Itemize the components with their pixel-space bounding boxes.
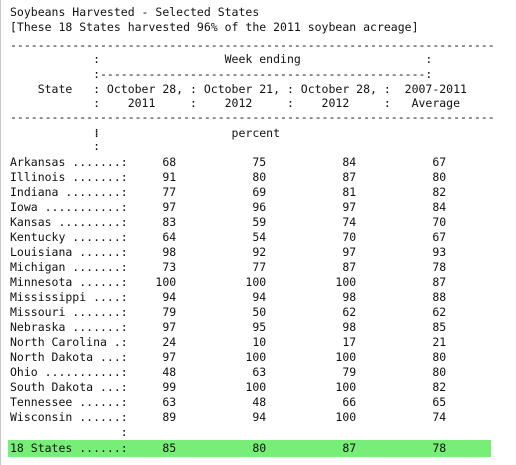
header-divider: :---------------------------------------… (10, 67, 433, 81)
report-subtitle: [These 18 States harvested 96% of the 20… (10, 20, 419, 34)
table-row: Ohio ...........: 48 63 79 80 (10, 365, 447, 379)
table-row: Kansas .........: 83 59 74 70 (10, 215, 447, 229)
table-row: Indiana ........: 77 69 81 82 (10, 185, 447, 199)
units-label: : percent (10, 126, 281, 140)
table-row: Tennessee ......: 63 48 66 65 (10, 395, 447, 409)
table-row: Missouri .......: 79 50 62 62 (10, 305, 447, 319)
table-row: Arkansas .......: 68 75 84 67 (10, 155, 447, 169)
table-row: South Dakota ...: 99 100 100 82 (10, 380, 447, 394)
header-column-names: State : October 28, : October 21, : Octo… (10, 82, 467, 96)
table-row: Louisiana ......: 98 92 97 93 (10, 245, 447, 259)
units-spacer: : (10, 124, 101, 138)
header-column-years: : 2011 : 2012 : 2012 : Average (10, 96, 461, 110)
table-row: Michigan .......: 73 77 87 78 (10, 260, 447, 274)
table-row: Mississippi ....: 94 94 98 88 (10, 290, 447, 304)
table-row: Nebraska .......: 97 95 98 85 (10, 320, 447, 334)
blank-row: : (10, 425, 128, 439)
table-row: Illinois .......: 91 80 87 80 (10, 170, 447, 184)
table-row: Iowa ...........: 97 96 97 84 (10, 200, 447, 214)
table-row: North Dakota ...: 97 100 100 80 (10, 350, 447, 364)
header-week-ending: : Week ending : (10, 52, 433, 66)
table-row: Kentucky .......: 64 54 70 67 (10, 230, 447, 244)
table-row: North Carolina .: 24 10 17 21 (10, 335, 447, 349)
units-spacer: : (10, 139, 101, 153)
header-rule: ----------------------------------------… (10, 110, 495, 124)
total-row: 18 States ......: 85 80 87 78 (10, 441, 447, 455)
top-rule: ----------------------------------------… (10, 38, 495, 52)
total-row-highlight (8, 440, 491, 457)
table-row: Minnesota ......: 100 100 100 87 (10, 275, 447, 289)
report-title: Soybeans Harvested - Selected States (10, 5, 260, 19)
table-row: Wisconsin ......: 89 94 100 74 (10, 410, 447, 424)
